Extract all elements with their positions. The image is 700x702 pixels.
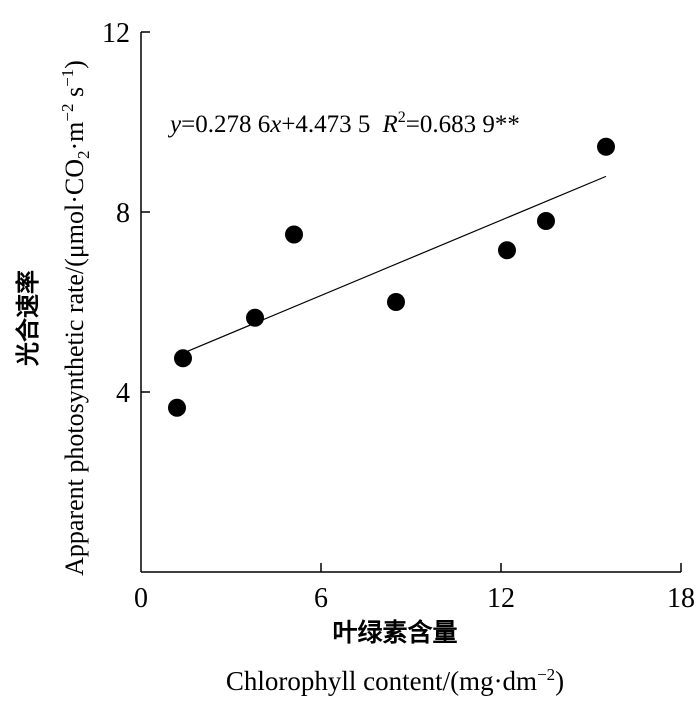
- x-tick-label: 12: [487, 583, 515, 614]
- regression-equation: y=0.278 6x+4.473 5 R2=0.683 9**: [167, 109, 520, 138]
- tick-labels: 0 6 12 18 4 8 12: [102, 18, 695, 614]
- eq-r-exponent: 2: [398, 109, 406, 126]
- x-tick-label: 0: [134, 583, 148, 614]
- axes: [140, 31, 682, 573]
- x-tick-label: 6: [314, 583, 328, 614]
- data-points: [168, 137, 615, 417]
- y-tick-label: 12: [102, 18, 130, 49]
- data-point: [246, 308, 264, 327]
- data-point: [537, 212, 555, 230]
- x-tick-label: 18: [667, 583, 695, 614]
- eq-rhs: +4.473 5: [281, 111, 370, 138]
- eq-lhs: =0.278 6: [181, 111, 270, 138]
- data-point: [285, 225, 303, 244]
- x-axis-label-cn: 叶绿素含量: [332, 618, 457, 647]
- regression-line: [182, 175, 607, 354]
- eq-x: x: [269, 111, 281, 138]
- data-point: [597, 137, 615, 156]
- data-point: [498, 241, 516, 260]
- y-tick-label: 4: [116, 378, 130, 409]
- regression-line-group: [182, 175, 607, 354]
- y-axis-label-en: Apparent photosynthetic rate/(μmol·CO2·m…: [58, 60, 93, 576]
- x-axis-label-en: Chlorophyll content/(mg·dm−2): [226, 665, 564, 696]
- data-point: [174, 349, 192, 368]
- eq-y: y: [167, 111, 182, 138]
- y-axis-label-cn: 光合速率: [14, 270, 42, 367]
- data-point: [387, 293, 405, 311]
- data-point: [168, 398, 186, 417]
- eq-r: R: [381, 111, 397, 138]
- y-tick-label: 8: [116, 198, 130, 229]
- eq-r-value: =0.683 9**: [406, 111, 520, 138]
